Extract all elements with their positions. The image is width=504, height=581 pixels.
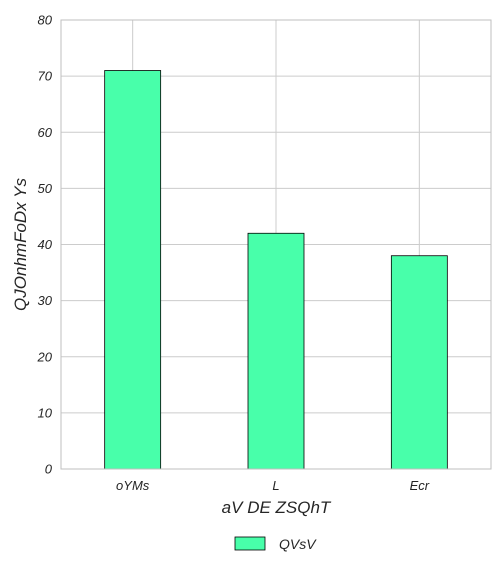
legend-swatch bbox=[234, 536, 266, 551]
y-tick-label: 40 bbox=[38, 237, 53, 252]
x-tick-label: oYMs bbox=[116, 478, 150, 493]
x-tick-label: L bbox=[272, 478, 279, 493]
bar-oYMs bbox=[104, 70, 162, 470]
x-tick-label: Ecr bbox=[410, 478, 430, 493]
y-tick-labels: 0 10 20 30 40 50 60 70 80 bbox=[37, 13, 53, 477]
y-tick-label: 80 bbox=[38, 13, 53, 28]
plot-frame bbox=[60, 19, 492, 470]
y-tick-label: 0 bbox=[45, 462, 53, 477]
y-tick-label: 60 bbox=[38, 125, 53, 140]
y-tick-label: 70 bbox=[38, 69, 53, 84]
y-axis-label: QJOnhmFoDx Ys bbox=[11, 178, 30, 311]
x-tick-labels: oYMs L Ecr bbox=[116, 478, 430, 493]
bar-L bbox=[247, 232, 305, 470]
y-tick-label: 30 bbox=[38, 293, 53, 308]
legend-label: QVsV bbox=[279, 536, 317, 552]
y-tick-label: 10 bbox=[38, 405, 53, 420]
legend: QVsV bbox=[234, 536, 317, 552]
y-tick-label: 20 bbox=[37, 349, 53, 364]
y-tick-label: 50 bbox=[38, 181, 53, 196]
x-axis-label: aV DE ZSQhT bbox=[222, 498, 332, 517]
bars bbox=[104, 70, 448, 470]
bar-Ecr bbox=[390, 255, 448, 470]
